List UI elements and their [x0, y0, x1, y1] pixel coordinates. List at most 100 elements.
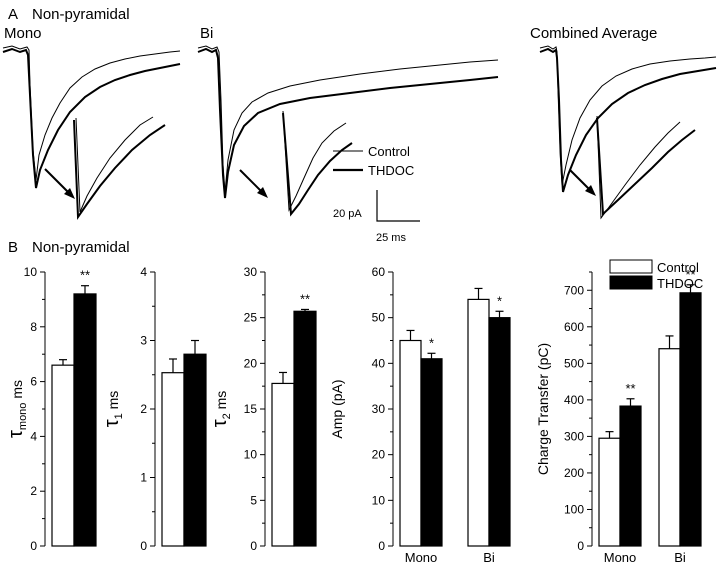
- legend-a-control-label: Control: [368, 144, 410, 159]
- mono-control-trace: [2, 45, 181, 181]
- scale-bar-amp-label: 20 pA: [333, 208, 362, 220]
- bar-chart-2: 0 1 2 3 4 τ1 ms: [101, 265, 207, 553]
- bar-thdoc-mono: [420, 358, 443, 547]
- bar-thdoc-mono: [619, 405, 642, 547]
- panel-a: A Non-pyramidal Mono Bi Combined Average: [2, 6, 717, 244]
- y-tick-label: 40: [372, 356, 386, 370]
- y-tick-label: 3: [140, 334, 147, 348]
- bar-control-mono: [598, 437, 621, 547]
- y-tick-label: 0: [378, 539, 385, 553]
- y-axis-label: τ2 ms: [209, 391, 233, 428]
- mono-inset-thdoc-trace: [73, 119, 166, 221]
- y-tick-label: 5: [250, 493, 257, 507]
- bar-chart-3: 0 5 10 15 20 25 30 τ2 ms **: [209, 265, 317, 553]
- bar-thdoc: [293, 310, 317, 547]
- bar-chart-5: 0 100 200 300 400 500 600 700 Charge Transfer (p…: [535, 267, 702, 565]
- combined-inset-control-trace: [596, 115, 681, 220]
- y-tick-label: 2: [30, 484, 37, 498]
- x-tick-label: Bi: [674, 550, 686, 565]
- mono-thdoc-trace: [2, 47, 181, 189]
- y-tick-label: 700: [564, 283, 584, 297]
- y-tick-label: 20: [372, 448, 386, 462]
- significance-label: **: [300, 291, 310, 306]
- y-tick-label: 4: [30, 429, 37, 443]
- panel-b-letter: B: [8, 239, 18, 256]
- scale-bar-time-label: 25 ms: [376, 232, 406, 244]
- y-axis-label: τ1 ms: [101, 391, 125, 428]
- y-tick-label: 0: [250, 539, 257, 553]
- mono-traces: [2, 45, 181, 221]
- bar-control: [161, 372, 185, 547]
- significance-label: *: [429, 335, 434, 350]
- bar-thdoc-bi: [679, 292, 702, 547]
- y-axis-label: τmono ms: [5, 380, 29, 438]
- panel-a-legend: Control THDOC: [333, 144, 414, 178]
- scale-bar: 20 pA 25 ms: [333, 190, 420, 244]
- significance-label: **: [80, 268, 90, 283]
- y-tick-label: 15: [244, 402, 258, 416]
- bar-thdoc: [183, 353, 207, 547]
- trace-label-bi: Bi: [200, 25, 213, 42]
- x-tick-label: Mono: [405, 550, 438, 565]
- trace-label-mono: Mono: [4, 25, 42, 42]
- y-tick-label: 400: [564, 393, 584, 407]
- y-tick-label: 500: [564, 356, 584, 370]
- y-tick-label: 8: [30, 320, 37, 334]
- mono-arrow: [44, 168, 71, 195]
- y-tick-label: 50: [372, 311, 386, 325]
- panel-b-title: Non-pyramidal: [32, 239, 130, 256]
- bar-thdoc-bi: [488, 317, 511, 547]
- significance-label: **: [625, 381, 635, 396]
- y-tick-label: 60: [372, 265, 386, 279]
- y-tick-label: 10: [244, 448, 258, 462]
- legend-b-thdoc-swatch: [609, 275, 653, 290]
- y-tick-label: 25: [244, 311, 258, 325]
- trace-label-combined: Combined Average: [530, 25, 657, 42]
- y-tick-label: 20: [244, 356, 258, 370]
- bar-thdoc: [73, 293, 97, 547]
- y-tick-label: 300: [564, 429, 584, 443]
- bar-control-bi: [467, 298, 490, 547]
- panel-b: B Non-pyramidal Control THDOC 0246810τmo…: [5, 239, 703, 565]
- legend-b-control-label: Control: [657, 260, 699, 275]
- combined-thdoc-trace: [539, 47, 717, 193]
- y-tick-label: 600: [564, 320, 584, 334]
- x-tick-label: Bi: [483, 550, 495, 565]
- legend-b-thdoc-label: THDOC: [657, 276, 703, 291]
- bar-chart-1: 0 2 4 6 8 10 τmono ms **: [5, 265, 97, 553]
- mono-arrowhead: [64, 188, 75, 199]
- combined-arrow: [569, 169, 591, 191]
- y-tick-label: 0: [140, 539, 147, 553]
- bar-control-bi: [658, 348, 681, 547]
- y-tick-label: 6: [30, 375, 37, 389]
- bi-thdoc-trace: [197, 47, 499, 199]
- significance-label: **: [685, 267, 695, 282]
- combined-control-trace: [539, 45, 717, 186]
- bi-inset-control-trace: [282, 110, 347, 212]
- bi-arrowhead: [257, 187, 268, 198]
- y-axis-label: Charge Transfer (pC): [535, 343, 551, 475]
- y-tick-label: 0: [30, 539, 37, 553]
- y-tick-label: 100: [564, 502, 584, 516]
- panel-a-title: Non-pyramidal: [32, 6, 130, 23]
- bar-control-mono: [399, 339, 422, 547]
- bar-control: [51, 364, 75, 547]
- y-axis-label: Amp (pA): [329, 379, 345, 438]
- bar-chart-4: 0 10 20 30 40 50 60 Amp (pA) * Mono * Bi: [329, 265, 511, 565]
- significance-label: *: [497, 293, 502, 308]
- panel-a-letter: A: [8, 6, 18, 23]
- y-tick-label: 30: [372, 402, 386, 416]
- bi-arrow: [239, 169, 263, 193]
- mono-inset-control-trace: [75, 116, 154, 213]
- bi-inset-thdoc-trace: [282, 112, 353, 217]
- bi-control-trace: [197, 45, 499, 193]
- combined-arrowhead: [585, 185, 596, 196]
- y-tick-label: 1: [140, 471, 147, 485]
- bi-traces: [197, 45, 499, 217]
- combined-inset-thdoc-trace: [596, 117, 696, 217]
- panel-b-legend: Control THDOC: [609, 259, 703, 291]
- y-tick-label: 10: [24, 265, 38, 279]
- y-tick-label: 10: [372, 493, 386, 507]
